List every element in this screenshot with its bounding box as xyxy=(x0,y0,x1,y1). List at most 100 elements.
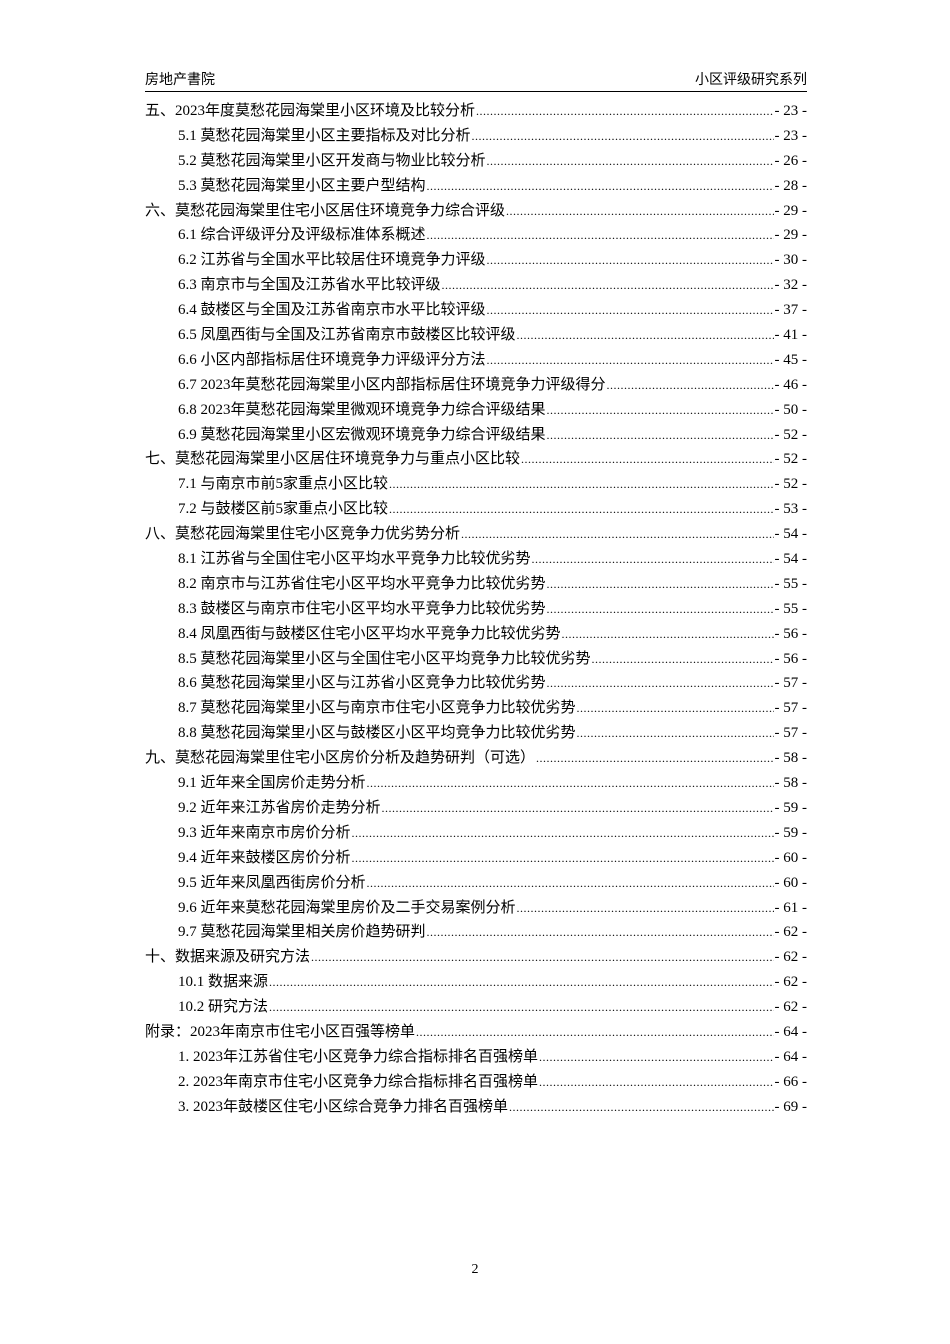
toc-entry[interactable]: 9.1 近年来全国房价走势分析 - 58 - xyxy=(145,771,807,796)
toc-leader-dots xyxy=(476,99,773,124)
toc-entry-title: 9.7 莫愁花园海棠里相关房价趋势研判 xyxy=(178,924,426,941)
toc-entry[interactable]: 8.6 莫愁花园海棠里小区与江苏省小区竞争力比较优劣势 - 57 - xyxy=(145,671,807,696)
toc-entry[interactable]: 8.2 南京市与江苏省住宅小区平均水平竞争力比较优劣势 - 55 - xyxy=(145,572,807,597)
toc-leader-dots xyxy=(416,1020,773,1045)
toc-leader-dots xyxy=(367,871,774,896)
toc-leader-dots xyxy=(487,298,774,323)
toc-leader-dots xyxy=(547,423,774,448)
toc-entry[interactable]: 10.1 数据来源 - 62 - xyxy=(145,970,807,995)
toc-entry-page: - 50 - xyxy=(774,401,808,418)
toc-leader-dots xyxy=(352,846,774,871)
toc-entry[interactable]: 6.2 江苏省与全国水平比较居住环境竞争力评级 - 30 - xyxy=(145,248,807,273)
toc-entry-title: 9.5 近年来凤凰西街房价分析 xyxy=(178,874,366,891)
toc-leader-dots xyxy=(562,622,774,647)
toc-leader-dots xyxy=(539,1045,773,1070)
toc-entry-title: 8.8 莫愁花园海棠里小区与鼓楼区小区平均竞争力比较优劣势 xyxy=(178,725,576,742)
toc-entry[interactable]: 5.1 莫愁花园海棠里小区主要指标及对比分析 - 23 - xyxy=(145,124,807,149)
toc-leader-dots xyxy=(311,945,773,970)
toc-entry[interactable]: 9.4 近年来鼓楼区房价分析 - 60 - xyxy=(145,846,807,871)
toc-entry[interactable]: 9.3 近年来南京市房价分析 - 59 - xyxy=(145,821,807,846)
toc-entry[interactable]: 9.2 近年来江苏省房价走势分析 - 59 - xyxy=(145,796,807,821)
toc-entry-title: 2. 2023年南京市住宅小区竞争力综合指标排名百强榜单 xyxy=(178,1073,539,1090)
toc-entry[interactable]: 8.5 莫愁花园海棠里小区与全国住宅小区平均竞争力比较优劣势 - 56 - xyxy=(145,647,807,672)
toc-entry-page: - 64 - xyxy=(774,1023,808,1040)
toc-entry[interactable]: 5.3 莫愁花园海棠里小区主要户型结构 - 28 - xyxy=(145,174,807,199)
toc-entry-page: - 53 - xyxy=(774,501,808,518)
toc-entry-page: - 30 - xyxy=(774,252,808,269)
toc-entry-title: 9.2 近年来江苏省房价走势分析 xyxy=(178,799,381,816)
toc-entry-title: 9.4 近年来鼓楼区房价分析 xyxy=(178,849,351,866)
toc-entry[interactable]: 七、莫愁花园海棠里小区居住环境竞争力与重点小区比较 - 52 - xyxy=(145,447,807,472)
toc-entry[interactable]: 9.5 近年来凤凰西街房价分析 - 60 - xyxy=(145,871,807,896)
toc-entry[interactable]: 10.2 研究方法 - 62 - xyxy=(145,995,807,1020)
toc-entry[interactable]: 8.1 江苏省与全国住宅小区平均水平竞争力比较优劣势 - 54 - xyxy=(145,547,807,572)
toc-entry-page: - 37 - xyxy=(774,302,808,319)
toc-entry[interactable]: 八、莫愁花园海棠里住宅小区竞争力优劣势分析 - 54 - xyxy=(145,522,807,547)
toc-entry[interactable]: 9.7 莫愁花园海棠里相关房价趋势研判 - 62 - xyxy=(145,920,807,945)
toc-entry-page: - 58 - xyxy=(774,775,808,792)
toc-entry-title: 九、莫愁花园海棠里住宅小区房价分析及趋势研判（可选） xyxy=(145,750,536,767)
toc-entry-page: - 54 - xyxy=(774,526,808,543)
toc-entry-page: - 62 - xyxy=(774,949,808,966)
toc-leader-dots xyxy=(577,721,774,746)
toc-entry-page: - 58 - xyxy=(774,750,808,767)
toc-entry-page: - 62 - xyxy=(774,974,808,991)
toc-entry[interactable]: 8.7 莫愁花园海棠里小区与南京市住宅小区竞争力比较优劣势 - 57 - xyxy=(145,696,807,721)
toc-entry[interactable]: 9.6 近年来莫愁花园海棠里房价及二手交易案例分析 - 61 - xyxy=(145,896,807,921)
toc-entry[interactable]: 十、数据来源及研究方法 - 62 - xyxy=(145,945,807,970)
toc-leader-dots xyxy=(539,1070,773,1095)
toc-entry-page: - 62 - xyxy=(774,924,808,941)
toc-entry[interactable]: 6.6 小区内部指标居住环境竞争力评级评分方法 - 45 - xyxy=(145,348,807,373)
toc-leader-dots xyxy=(269,995,773,1020)
toc-entry-page: - 60 - xyxy=(774,849,808,866)
toc-entry-title: 9.1 近年来全国房价走势分析 xyxy=(178,775,366,792)
toc-leader-dots xyxy=(536,746,773,771)
page-number: 2 xyxy=(471,1262,479,1277)
toc-entry-page: - 23 - xyxy=(774,103,808,119)
toc-entry-page: - 41 - xyxy=(774,327,808,344)
toc-entry[interactable]: 九、莫愁花园海棠里住宅小区房价分析及趋势研判（可选） - 58 - xyxy=(145,746,807,771)
toc-entry[interactable]: 8.3 鼓楼区与南京市住宅小区平均水平竞争力比较优劣势 - 55 - xyxy=(145,597,807,622)
toc-entry-page: - 28 - xyxy=(774,177,808,194)
toc-entry[interactable]: 3. 2023年鼓楼区住宅小区综合竞争力排名百强榜单 - 69 - xyxy=(145,1095,807,1120)
toc-leader-dots xyxy=(487,149,774,174)
toc-entry[interactable]: 6.9 莫愁花园海棠里小区宏微观环境竞争力综合评级结果 - 52 - xyxy=(145,423,807,448)
toc-entry[interactable]: 6.7 2023年莫愁花园海棠里小区内部指标居住环境竞争力评级得分 - 46 - xyxy=(145,373,807,398)
toc-leader-dots xyxy=(577,696,774,721)
toc-entry-title: 7.1 与南京市前5家重点小区比较 xyxy=(178,476,389,493)
toc-entry[interactable]: 6.3 南京市与全国及江苏省水平比较评级 - 32 - xyxy=(145,273,807,298)
table-of-contents: 五、2023年度莫愁花园海棠里小区环境及比较分析- 23 -5.1 莫愁花园海棠… xyxy=(145,99,807,1120)
toc-entry-page: - 55 - xyxy=(774,575,808,592)
toc-entry[interactable]: 7.1 与南京市前5家重点小区比较 - 52 - xyxy=(145,472,807,497)
toc-leader-dots xyxy=(547,398,774,423)
toc-entry[interactable]: 六、莫愁花园海棠里住宅小区居住环境竞争力综合评级 - 29 - xyxy=(145,199,807,224)
toc-entry[interactable]: 8.8 莫愁花园海棠里小区与鼓楼区小区平均竞争力比较优劣势 - 57 - xyxy=(145,721,807,746)
toc-entry[interactable]: 6.5 凤凰西街与全国及江苏省南京市鼓楼区比较评级 - 41 - xyxy=(145,323,807,348)
toc-entry[interactable]: 6.1 综合评级评分及评级标准体系概述 - 29 - xyxy=(145,223,807,248)
toc-entry-page: - 52 - xyxy=(774,426,808,443)
toc-leader-dots xyxy=(389,472,773,497)
toc-entry[interactable]: 8.4 凤凰西街与鼓楼区住宅小区平均水平竞争力比较优劣势 - 56 - xyxy=(145,622,807,647)
toc-entry-title: 8.5 莫愁花园海棠里小区与全国住宅小区平均竞争力比较优劣势 xyxy=(178,650,591,667)
toc-leader-dots xyxy=(547,671,774,696)
toc-entry-title: 6.3 南京市与全国及江苏省水平比较评级 xyxy=(178,277,441,294)
toc-entry[interactable]: 6.4 鼓楼区与全国及江苏省南京市水平比较评级 - 37 - xyxy=(145,298,807,323)
toc-entry-title: 6.4 鼓楼区与全国及江苏省南京市水平比较评级 xyxy=(178,302,486,319)
toc-entry[interactable]: 1. 2023年江苏省住宅小区竞争力综合指标排名百强榜单 - 64 - xyxy=(145,1045,807,1070)
toc-entry-page: - 29 - xyxy=(774,227,808,244)
toc-entry[interactable]: 6.8 2023年莫愁花园海棠里微观环境竞争力综合评级结果 - 50 - xyxy=(145,398,807,423)
toc-leader-dots xyxy=(389,497,773,522)
toc-entry-title: 5.2 莫愁花园海棠里小区开发商与物业比较分析 xyxy=(178,152,486,169)
toc-leader-dots xyxy=(427,223,774,248)
toc-entry[interactable]: 7.2 与鼓楼区前5家重点小区比较 - 53 - xyxy=(145,497,807,522)
toc-leader-dots xyxy=(517,896,774,921)
toc-entry-page: - 52 - xyxy=(774,451,808,468)
toc-entry-title: 6.2 江苏省与全国水平比较居住环境竞争力评级 xyxy=(178,252,486,269)
toc-entry[interactable]: 2. 2023年南京市住宅小区竞争力综合指标排名百强榜单 - 66 - xyxy=(145,1070,807,1095)
toc-entry-page: - 57 - xyxy=(774,675,808,692)
toc-entry[interactable]: 附录：2023年南京市住宅小区百强等榜单 - 64 - xyxy=(145,1020,807,1045)
toc-entry[interactable]: 五、2023年度莫愁花园海棠里小区环境及比较分析 - 23 - xyxy=(145,99,807,124)
toc-leader-dots xyxy=(521,447,773,472)
toc-entry[interactable]: 5.2 莫愁花园海棠里小区开发商与物业比较分析 - 26 - xyxy=(145,149,807,174)
toc-entry-page: - 32 - xyxy=(774,277,808,294)
